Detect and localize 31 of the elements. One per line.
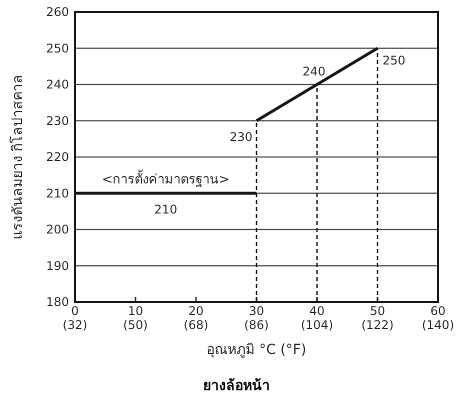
y-tick-label: 240 (46, 78, 69, 92)
x2-tick-label: (50) (123, 318, 148, 332)
x-tick-label: 30 (248, 304, 264, 318)
y-tick-label: 210 (46, 186, 69, 200)
x-tick-label: 10 (128, 304, 144, 318)
x2-tick-label: (122) (361, 318, 394, 332)
y-axis-title: แรงดันลมยาง กิโลปาสคาล (9, 74, 26, 240)
x-tick-label: 20 (188, 304, 204, 318)
data-label: 250 (382, 53, 406, 68)
data-label: 240 (302, 64, 326, 78)
y-tick-label: 220 (46, 150, 69, 164)
x2-tick-label: (104) (300, 318, 334, 332)
y-tick-label: 260 (46, 5, 69, 19)
x-tick-label: 60 (430, 304, 446, 318)
x-tick-label: 50 (370, 304, 386, 318)
y-tick-label: 190 (46, 258, 69, 273)
data-label: 230 (230, 130, 252, 144)
text: ยางล้อหน้า (203, 378, 270, 394)
x-tick-label: 0 (71, 304, 79, 318)
y-tick-label: 230 (46, 114, 69, 128)
x-tick-label: 40 (309, 304, 325, 318)
y-tick-label: 250 (46, 41, 69, 56)
x2-tick-label: (68) (184, 318, 208, 332)
annotation: 210 (154, 202, 178, 216)
x2-tick-label: (32) (62, 318, 88, 332)
annotation: <การตั้งค่ามาตรฐาน> (102, 169, 230, 188)
y-tick-label: 200 (46, 222, 69, 236)
y-tick-label: 180 (46, 295, 69, 309)
x2-tick-label: (86) (244, 318, 269, 332)
x2-tick-label: (140) (422, 318, 454, 332)
x-axis-title: อุณหภูมิ °C (°F) (206, 342, 306, 358)
